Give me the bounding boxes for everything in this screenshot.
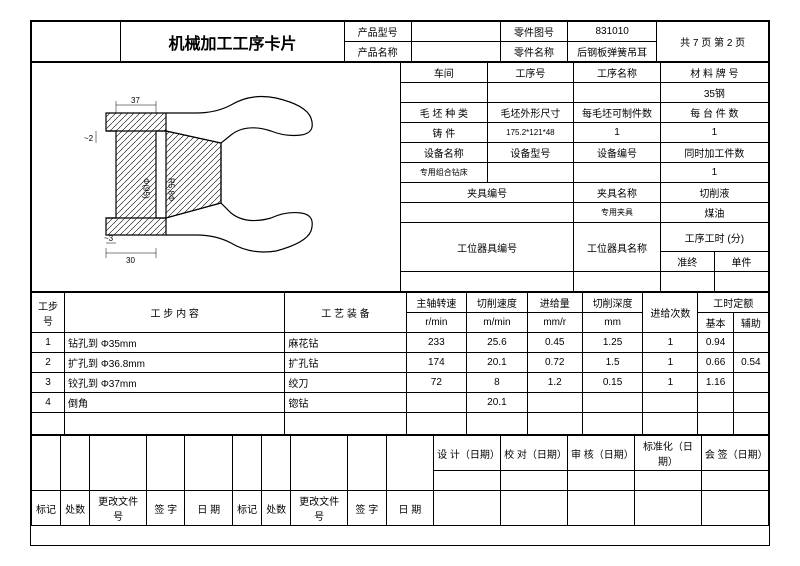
header-table: 机械加工工序卡片 产品型号 零件图号 831010 共 7 页 第 2 页 产品…: [31, 21, 769, 62]
dim-37: 37: [131, 96, 140, 105]
steps-table: 工步号 工 步 内 容 工 艺 装 备 主轴转速 切削速度 进给量 切削深度 进…: [31, 292, 769, 435]
prod-name: [411, 42, 500, 62]
drawing-info-table: 37 ~2 ~3 30 Φ(95) R5,8Φ 车间 工序号 工序名称 材 料 …: [31, 62, 769, 292]
dim-95: Φ(95): [142, 178, 151, 199]
part-name-lbl: 零件名称: [500, 42, 567, 62]
dim-30: 30: [126, 256, 135, 265]
step-row: 1钻孔到 Φ35mm麻花钻23325.60.451.2510.94: [32, 333, 769, 353]
pages: 共 7 页 第 2 页: [657, 22, 769, 62]
step-row: 3铰孔到 Φ37mm绞刀7281.20.1511.16: [32, 373, 769, 393]
part-draw: 831010: [567, 22, 656, 42]
card-title: 机械加工工序卡片: [121, 22, 344, 62]
part-drawing: 37 ~2 ~3 30 Φ(95) R5,8Φ: [46, 63, 386, 288]
prod-name-lbl: 产品名称: [344, 42, 411, 62]
step-row: 2扩孔到 Φ36.8mm扩孔钻17420.10.721.510.660.54: [32, 353, 769, 373]
drawing-area: 37 ~2 ~3 30 Φ(95) R5,8Φ: [32, 63, 401, 292]
dim-r58: R5,8Φ: [167, 178, 176, 201]
part-draw-lbl: 零件图号: [500, 22, 567, 42]
process-no-lbl: 工序号: [487, 63, 574, 83]
step-row: 4倒角锪钻20.1: [32, 393, 769, 413]
dim-3: ~3: [104, 234, 114, 243]
prod-type-lbl: 产品型号: [344, 22, 411, 42]
material-lbl: 材 料 牌 号: [660, 63, 768, 83]
dim-2: ~2: [84, 134, 94, 143]
process-name-lbl: 工序名称: [574, 63, 661, 83]
prod-type: [411, 22, 500, 42]
part-name: 后钢板弹簧吊耳: [567, 42, 656, 62]
material: 35钢: [660, 83, 768, 103]
footer-table: 设 计（日期） 校 对（日期） 审 核（日期） 标准化（日期） 会 签（日期） …: [31, 435, 769, 526]
workshop-lbl: 车间: [401, 63, 488, 83]
